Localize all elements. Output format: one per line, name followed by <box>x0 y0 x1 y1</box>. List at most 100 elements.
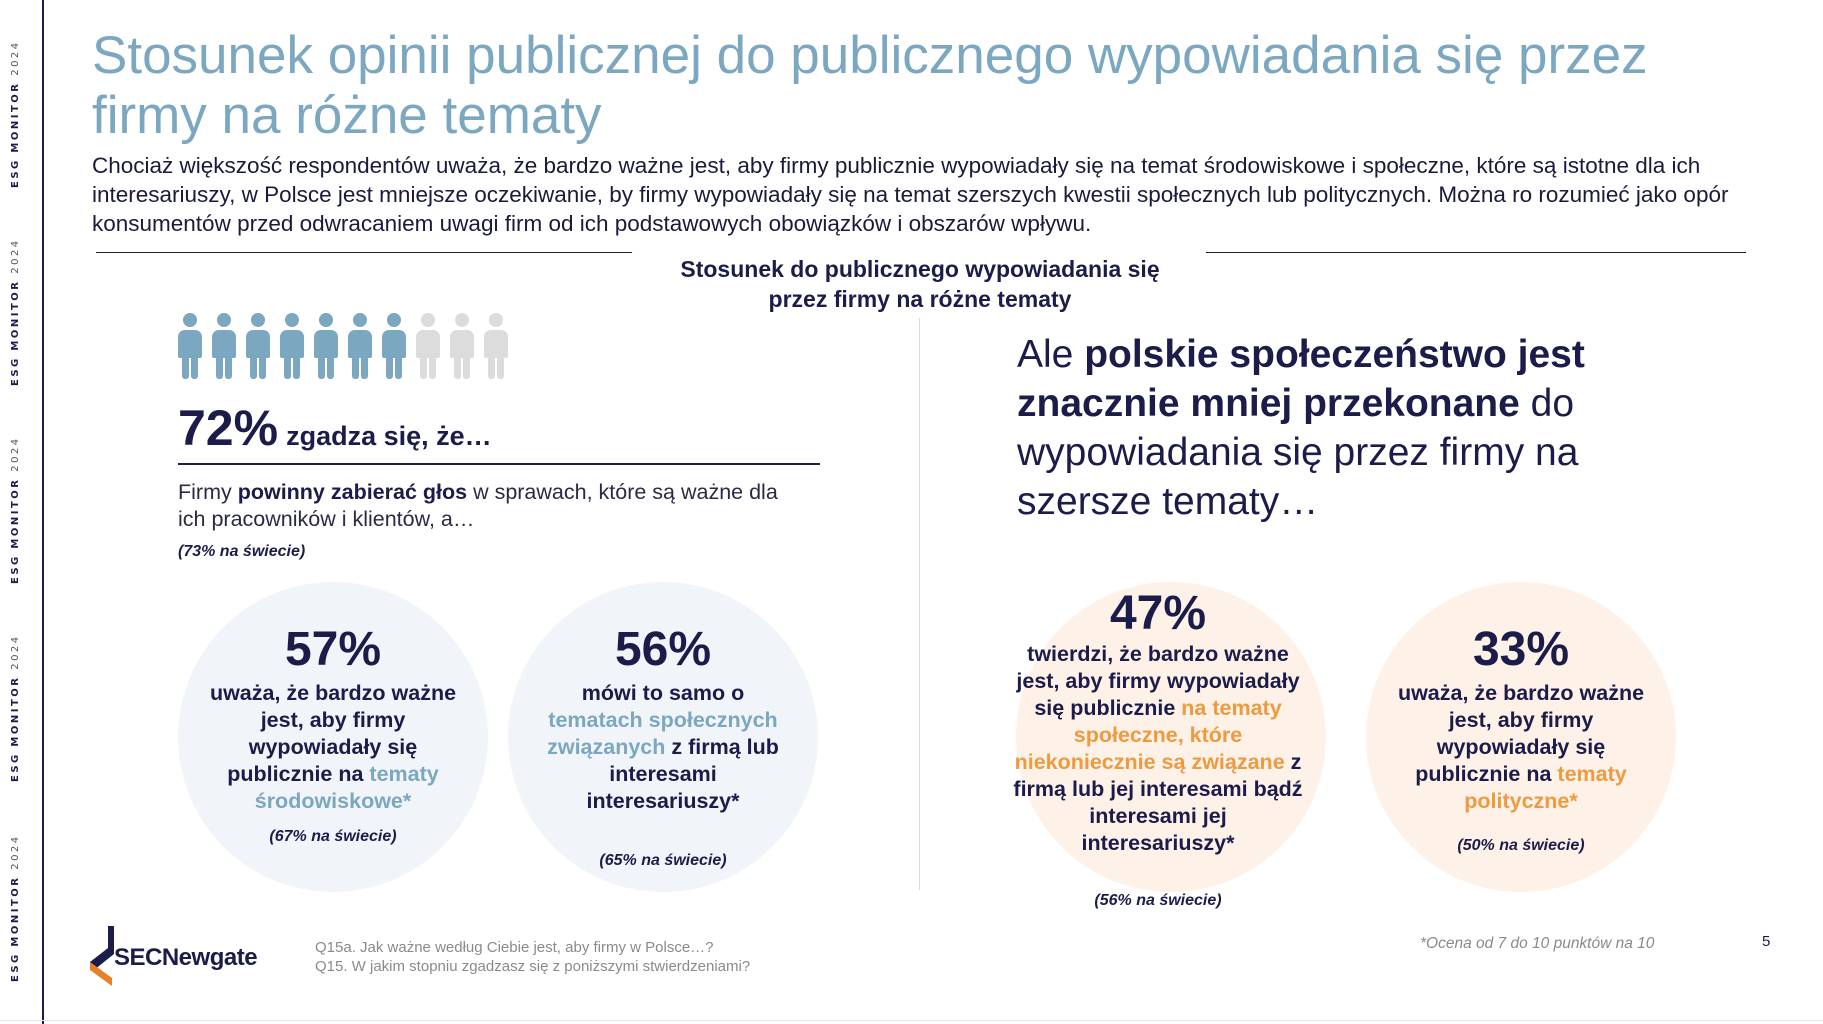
sidebar: ESG MONITOR 2024 ESG MONITOR 2024 ESG MO… <box>0 0 44 1024</box>
stat-47-world: (56% na świecie) <box>1094 892 1222 909</box>
person-icon-body <box>246 330 270 358</box>
stat-56-text-post: z firmą lub interesami interesariuszy* <box>586 735 779 813</box>
question-q15a: Q15a. Jak ważne według Ciebie jest, aby … <box>315 939 714 956</box>
page-number: 5 <box>1762 933 1771 950</box>
person-icon-leg-r <box>429 356 436 379</box>
person-icon-body <box>484 330 508 358</box>
person-icon-leg-r <box>191 356 198 379</box>
statement-pre: Firmy <box>178 480 238 504</box>
logo-mark-icon <box>90 926 114 986</box>
section-heading-line1: Stosunek do publicznego wypowiadania się <box>680 256 1160 282</box>
person-icon-filled <box>348 313 372 379</box>
question-notes: Q15a. Jak ważne według Ciebie jest, aby … <box>315 938 750 976</box>
stat-72-label: zgadza się, że… <box>286 421 492 451</box>
page-title: Stosunek opinii publicznej do publiczneg… <box>92 26 1648 145</box>
person-icon-filled <box>382 313 406 379</box>
person-icon-leg-l <box>250 356 257 379</box>
person-icon-empty <box>450 313 474 379</box>
person-icon-body <box>280 330 304 358</box>
stat-circle-56 <box>508 582 818 892</box>
statement-post: w sprawach, które są ważne dla ich praco… <box>178 480 778 531</box>
person-icon-leg-l <box>216 356 223 379</box>
sidebar-year: 2024 <box>10 238 21 274</box>
stat-57-highlight: tematy środowiskowe* <box>254 762 439 813</box>
person-icon-head <box>319 313 333 327</box>
sidebar-label: ESG MONITOR 2024 <box>10 40 32 210</box>
person-icon-empty <box>416 313 440 379</box>
sidebar-year: 2024 <box>10 40 21 76</box>
sidebar-brand: ESG <box>10 752 21 782</box>
person-icon-leg-l <box>386 356 393 379</box>
footnote: *Ocena od 7 do 10 punktów na 10 <box>1420 935 1655 952</box>
stat-33-highlight: tematy polityczne* <box>1464 762 1627 813</box>
person-icon-body <box>348 330 372 358</box>
person-icon-leg-l <box>284 356 291 379</box>
stat-47-highlight: na tematy społeczne, które niekoniecznie… <box>1014 696 1285 774</box>
stat-33-text-pre: uważa, że bardzo ważne jest, aby firmy w… <box>1397 681 1645 786</box>
person-icon-body <box>314 330 338 358</box>
sidebar-word: MONITOR <box>10 477 21 549</box>
stat-47-value: 47% <box>1109 587 1207 640</box>
right-headline: Ale polskie społeczeństwo jest znacznie … <box>1017 330 1717 526</box>
sidebar-word: MONITOR <box>10 675 21 747</box>
person-icon-head <box>251 313 265 327</box>
stat-33-text: uważa, że bardzo ważne jest, aby firmy w… <box>1396 680 1646 815</box>
sidebar-word: MONITOR <box>10 875 21 947</box>
person-icon-head <box>285 313 299 327</box>
stat-56-text-pre: mówi to samo o <box>581 681 745 705</box>
stat-57-world: (67% na świecie) <box>269 828 397 845</box>
person-icon-leg-l <box>318 356 325 379</box>
statement-text: Firmy powinny zabierać głos w sprawach, … <box>178 479 798 533</box>
person-icon-body <box>416 330 440 358</box>
person-icon-leg-r <box>293 356 300 379</box>
stat-57-value: 57% <box>284 623 382 676</box>
headline-pre: Ale <box>1017 333 1085 376</box>
sidebar-brand: ESG <box>10 554 21 584</box>
stat-47-text-pre: twierdzi, że bardzo ważne jest, aby firm… <box>1016 642 1300 720</box>
sidebar-label: ESG MONITOR 2024 <box>10 834 32 1004</box>
stat-47-text: twierdzi, że bardzo ważne jest, aby firm… <box>1013 641 1303 857</box>
column-divider <box>919 318 920 890</box>
person-icon-head <box>387 313 401 327</box>
person-icon-body <box>212 330 236 358</box>
stat-circle-33 <box>1366 582 1676 892</box>
sidebar-year: 2024 <box>10 834 21 870</box>
person-icon-leg-r <box>497 356 504 379</box>
question-q15: Q15. W jakim stopniu zgadzasz się z poni… <box>315 958 751 975</box>
stat-56-value: 56% <box>614 623 712 676</box>
person-icon-filled <box>212 313 236 379</box>
headline-post: do wypowiadania się przez firmy na szers… <box>1017 382 1579 523</box>
sidebar-label: ESG MONITOR 2024 <box>10 634 32 804</box>
person-icon-leg-r <box>395 356 402 379</box>
stat-33-world: (50% na świecie) <box>1457 837 1585 854</box>
stat-56-text: mówi to samo o tematach społecznych zwią… <box>538 680 788 815</box>
sidebar-brand: ESG <box>10 356 21 386</box>
person-icon-leg-l <box>488 356 495 379</box>
person-icon-leg-r <box>463 356 470 379</box>
sidebar-year: 2024 <box>10 634 21 670</box>
sidebar-brand: ESG <box>10 158 21 188</box>
stat-56-world: (65% na świecie) <box>599 852 727 869</box>
intro-paragraph: Chociaż większość respondentów uważa, że… <box>92 153 1729 236</box>
stat-47-text-post: z firmą lub jej interesami bądź interesa… <box>1013 750 1303 855</box>
person-icon-leg-r <box>225 356 232 379</box>
company-logo: SECNewgate <box>90 924 260 986</box>
heading-rule-right <box>1206 252 1746 253</box>
person-icon-head <box>489 313 503 327</box>
sidebar-label: ESG MONITOR 2024 <box>10 436 32 606</box>
logo-text: SECNewgate <box>114 944 258 971</box>
sidebar-word: MONITOR <box>10 81 21 153</box>
person-icon-leg-l <box>420 356 427 379</box>
sidebar-divider <box>42 0 44 1024</box>
person-icon-leg-l <box>182 356 189 379</box>
bottom-rule <box>0 1020 1823 1021</box>
person-icon-head <box>217 313 231 327</box>
person-icon-leg-l <box>454 356 461 379</box>
person-icon-filled <box>246 313 270 379</box>
stat-circle-57 <box>178 582 488 892</box>
sidebar-brand: ESG <box>10 952 21 982</box>
person-icon-head <box>183 313 197 327</box>
stat-72-value: 72% <box>178 400 279 456</box>
person-icon-leg-r <box>327 356 334 379</box>
stat-circle-47 <box>1016 582 1326 892</box>
